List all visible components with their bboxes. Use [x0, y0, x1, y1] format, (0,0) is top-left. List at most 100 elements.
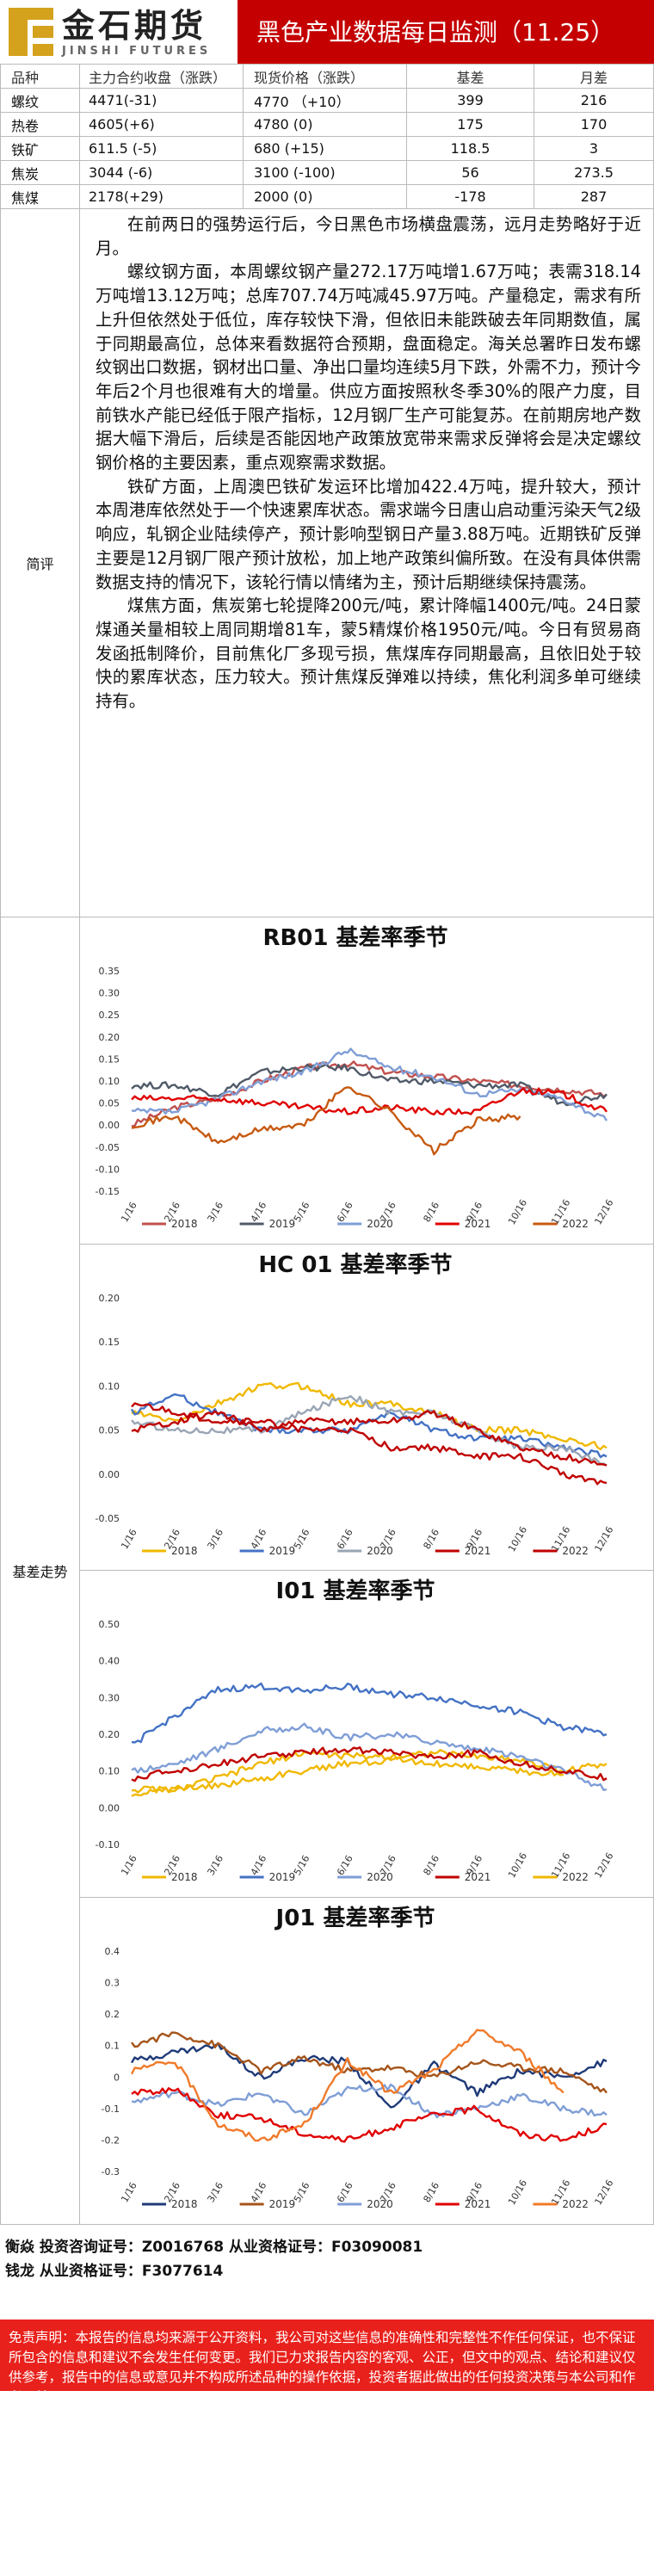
header-cell: 品种 [0, 64, 80, 89]
legend-label: 2020 [367, 1871, 393, 1883]
chart-i01: I01 基差率季节 -0.10 0.00 0.10 0.20 0.30 0.40 0.50 1/… [80, 1571, 653, 1898]
table-cell: 273.5 [534, 160, 654, 185]
y-tick-label: 0.15 [99, 1337, 120, 1348]
table-cell: 2178(+29) [79, 184, 244, 209]
series-line [131, 2086, 608, 2143]
review-paragraph: 螺纹钢方面，本周螺纹钢产量272.17万吨增1.67万吨；表需318.14万吨增… [96, 262, 641, 473]
x-tick-label: 12/16 [592, 1524, 615, 1554]
review-paragraph: 煤焦方面，焦炭第七轮提降200元/吨，累计降幅1400元/吨。24日蒙煤通关量相… [96, 596, 641, 712]
y-tick-label: -0.10 [96, 1839, 120, 1850]
header-cell: 主力合约收盘（涨跌） [79, 64, 244, 89]
analyst-line: 衡焱 投资咨询证号：Z0016768 从业资格证号：F03090081 [5, 2239, 423, 2256]
header-cell: 月差 [534, 64, 654, 89]
legend-label: 2021 [465, 1218, 491, 1230]
y-tick-label: -0.05 [96, 1142, 120, 1153]
table-row: 焦煤 2178(+29) 2000 (0) -178 287 [0, 184, 654, 209]
legend-label: 2018 [171, 1218, 198, 1230]
chart-rb01: RB01 基差率季节 -0.15 -0.10 -0.05 0.00 0.05 0.10 0.1… [80, 917, 653, 1245]
series-line [130, 1393, 608, 1458]
x-tick-label: 4/16 [249, 2180, 269, 2204]
x-tick-label: 12/16 [592, 2178, 615, 2207]
table-cell: 56 [406, 160, 534, 185]
y-tick-label: 0.00 [99, 1120, 120, 1131]
table-cell: 170 [534, 112, 654, 137]
legend-label: 2018 [171, 1871, 198, 1883]
y-tick-label: 0 [114, 2072, 120, 2083]
legend-label: 2021 [465, 2198, 491, 2210]
table-cell: 2000 (0) [243, 184, 407, 209]
table-cell: 螺纹 [0, 88, 80, 113]
chart-svg: J01 基差率季节-0.3-0.2-0.100.10.20.30.41/16 2/… [102, 1905, 616, 2210]
table-cell: 3100 (-100) [243, 160, 407, 185]
x-tick-label: 4/16 [249, 1200, 269, 1224]
x-tick-label: 8/16 [421, 1527, 441, 1551]
x-tick-label: 1/16 [119, 2180, 139, 2204]
legend-label: 2022 [562, 1218, 589, 1230]
x-tick-label: 1/16 [119, 1527, 139, 1551]
review-paragraph: 铁矿方面，上周澳巴铁矿发运环比增加422.4万吨，提升较大，预计本周港库依然处于… [96, 476, 641, 592]
table-header-row: 品种 主力合约收盘（涨跌） 现货价格（涨跌） 基差 月差 [0, 64, 654, 89]
legend-label: 2020 [367, 2198, 393, 2210]
logo-mark-icon [9, 8, 53, 56]
table-cell: 热卷 [0, 112, 80, 137]
x-tick-label: 12/16 [592, 1197, 615, 1226]
x-tick-label: 8/16 [421, 2180, 441, 2204]
chart-j01: J01 基差率季节 -0.3 -0.2 -0.1 0 0.1 0.2 0.3 0.4 1/16 2/… [80, 1898, 653, 2225]
y-tick-label: 0.4 [105, 1946, 120, 1957]
table-cell: 焦煤 [0, 184, 80, 209]
series-line [131, 1047, 608, 1121]
legend-label: 2022 [562, 1545, 589, 1557]
chart-hc01: HC 01 基差率季节 -0.05 0.00 0.05 0.10 0.15 0.20 1/16… [80, 1245, 653, 1571]
header: 金石期货 JINSHI FUTURES 黑色产业数据每日监测（11.25） [0, 0, 654, 64]
x-tick-label: 6/16 [335, 1527, 355, 1551]
y-tick-label: 0.10 [99, 1766, 120, 1777]
x-tick-label: 3/16 [206, 2180, 226, 2204]
table-cell: 铁矿 [0, 136, 80, 161]
chart-title: J01 基差率季节 [275, 1905, 435, 1931]
series-line [131, 1757, 564, 1798]
series-line [131, 1381, 608, 1450]
basis-section: 基差走势 RB01 基差率季节 -0.15 -0.10 -0.05 0.00 0.05 0.… [0, 917, 654, 2225]
y-tick-label: 0.50 [99, 1619, 120, 1630]
chart-svg: HC 01 基差率季节 -0.05 0.00 0.05 0.10 0.15 0.20 1/16… [96, 1251, 616, 1557]
table-cell: 680 (+15) [243, 136, 407, 161]
x-tick-label: 12/16 [592, 1850, 615, 1880]
table-row: 螺纹 4471(-31) 4770 （+10） 399 216 [0, 88, 654, 113]
series-line [131, 1409, 608, 1467]
legend-label: 2018 [171, 1545, 198, 1557]
legend-label: 2022 [562, 1871, 589, 1883]
legend-label: 2019 [269, 2198, 296, 2210]
series-line [131, 1722, 608, 1792]
review-paragraph: 在前两日的强势运行后，今日黑色市场横盘震荡，远月走势略好于近月。 [96, 214, 641, 258]
x-tick-label: 1/16 [119, 1853, 139, 1877]
y-tick-label: 0.2 [105, 2009, 120, 2020]
price-table: 品种 主力合约收盘（涨跌） 现货价格（涨跌） 基差 月差 螺纹 4471(-31… [0, 64, 654, 209]
y-tick-label: 0.30 [99, 988, 120, 999]
y-tick-label: 0.3 [105, 1977, 120, 1988]
table-cell: 118.5 [406, 136, 534, 161]
chart-title: RB01 基差率季节 [262, 924, 447, 951]
table-cell: 3 [534, 136, 654, 161]
x-tick-label: 3/16 [206, 1527, 226, 1551]
basis-label: 基差走势 [1, 917, 80, 2224]
y-tick-label: -0.15 [96, 1186, 120, 1197]
legend-label: 2022 [562, 2198, 589, 2210]
table-cell: 4780 (0) [243, 112, 407, 137]
series-line [130, 2042, 608, 2109]
series-line [131, 1086, 608, 1116]
table-cell: 287 [534, 184, 654, 209]
series-line [131, 2083, 608, 2118]
brand-name-cn: 金石期货 [62, 6, 207, 45]
header-cell: 基差 [406, 64, 534, 89]
table-cell: 175 [406, 112, 534, 137]
legend-label: 2018 [171, 2198, 198, 2210]
legend-label: 2021 [465, 1871, 491, 1883]
series-line [131, 1401, 608, 1485]
y-tick-label: -0.05 [96, 1513, 120, 1524]
y-tick-label: 0.00 [99, 1802, 120, 1813]
x-tick-label: 1/16 [119, 1200, 139, 1224]
y-tick-label: 0.25 [99, 1010, 120, 1021]
y-tick-label: 0.20 [99, 1729, 120, 1740]
series-line [131, 1394, 608, 1467]
table-cell: 焦炭 [0, 160, 80, 185]
